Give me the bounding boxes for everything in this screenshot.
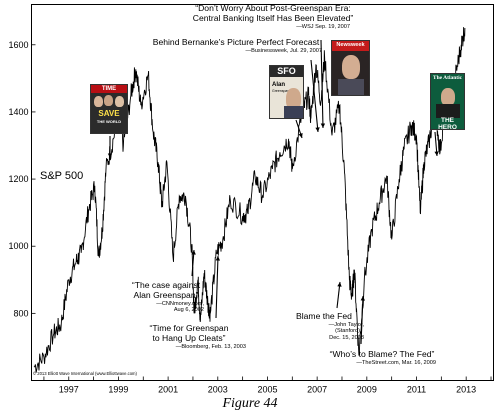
y-tick-label: 800 (13, 308, 28, 318)
time-cover: TIME SAVE THE WORLD (90, 84, 128, 134)
copyright-notice: © 2013 Elliott Wave International (www.E… (33, 371, 137, 376)
quote-taylor-affiliation: (Stanford) (335, 328, 360, 335)
newsweek-cover-masthead: Newsweek (332, 41, 369, 51)
quote-bloomberg-line1: “Time for Greenspan (149, 323, 229, 333)
x-tick-label: 1999 (108, 385, 128, 395)
y-axis: 800 1000 1200 1400 1600 (8, 40, 36, 318)
quote-taylor-source: —John Taylor, (328, 321, 364, 328)
atlantic-cover-headline: THE HERO (438, 117, 457, 130)
price-series (33, 27, 466, 373)
y-tick-label: 1600 (8, 40, 28, 50)
quote-businessweek: Behind Bernanke’s Picture Perfect Foreca… (136, 37, 336, 54)
arrow-cnnmoney (191, 249, 196, 277)
quote-businessweek-line1: Behind Bernanke’s Picture Perfect Foreca… (152, 37, 320, 47)
x-tick-label: 1997 (59, 385, 79, 395)
series-label: S&P 500 (40, 170, 83, 182)
quote-cnnmoney-source: —CNNmoney.com, (156, 300, 204, 307)
quote-cnnmoney-date: Aug 6, 2002 (173, 307, 204, 314)
quote-wsj-source: —WSJ Sep. 19, 2007 (296, 23, 350, 30)
time-cover-headline: SAVE (98, 109, 120, 118)
quote-wsj-line1: “Don’t Worry About Post-Greenspan Era: (195, 3, 351, 13)
sfo-cover: SFO Alan Greenspan (269, 65, 304, 119)
quote-taylor-date: Dec. 15, 2008 (329, 334, 364, 341)
y-tick-label: 1200 (8, 174, 28, 184)
quote-thestreet-line1: “Who’s to Blame? The Fed” (329, 349, 435, 359)
x-tick-label: 2001 (158, 385, 178, 395)
sp500-line (33, 27, 466, 373)
x-tick-label: 2013 (456, 385, 476, 395)
newsweek-cover: Newsweek (331, 40, 370, 96)
sfo-cover-headline: Alan (272, 82, 286, 88)
annotation-arrows (107, 39, 439, 345)
x-tick-label: 2003 (208, 385, 228, 395)
y-tick-label: 1400 (8, 107, 28, 117)
quote-thestreet: “Who’s to Blame? The Fed” —TheStreet.com… (322, 349, 442, 366)
quote-bloomberg: “Time for Greenspan to Hang Up Cleats” —… (128, 323, 250, 350)
arrow-taylor (336, 281, 342, 309)
quote-businessweek-source: —Businessweek, Jul. 29, 2007 (245, 47, 323, 54)
x-tick-label: 2007 (307, 385, 327, 395)
quote-bloomberg-source: —Bloomberg, Feb. 13, 2003 (175, 343, 246, 350)
atlantic-cover-masthead: The Atlantic (432, 75, 463, 81)
sfo-cover-sub: Greenspan (272, 89, 290, 93)
y-tick-label: 1000 (8, 241, 28, 251)
quote-taylor: Blame the Fed —John Taylor, (Stanford) D… (296, 311, 372, 341)
arrow-sfo-cover (295, 119, 303, 139)
arrow-atlantic (434, 131, 439, 157)
quote-wsj-line2: Central Banking Itself Has Been Elevated… (192, 12, 354, 23)
time-cover-masthead: TIME (91, 85, 127, 93)
arrow-thestreet (360, 295, 365, 345)
quote-cnnmoney-line1: “The case against (131, 280, 201, 290)
atlantic-cover: The Atlantic THE HERO (430, 73, 465, 130)
quote-taylor-line1: Blame the Fed (296, 311, 352, 321)
quote-wsj: “Don’t Worry About Post-Greenspan Era: C… (168, 3, 378, 30)
sfo-cover-masthead: SFO (270, 66, 303, 77)
plot-frame (31, 4, 494, 381)
figure-caption: Figure 44 (222, 396, 278, 411)
quote-thestreet-source: —TheStreet.com, Mar. 16, 2009 (356, 359, 436, 366)
arrow-businessweek (310, 59, 320, 133)
arrow-time-cover (107, 136, 113, 158)
quote-bloomberg-line2: to Hang Up Cleats” (152, 332, 226, 343)
x-tick-label: 2009 (357, 385, 377, 395)
quote-cnnmoney-line2: Alan Greenspan” (133, 289, 199, 300)
arrow-bloomberg (215, 255, 221, 319)
time-cover-sub: THE WORLD (96, 119, 122, 124)
x-tick-label: 2005 (257, 385, 277, 395)
arrow-wsj (320, 39, 326, 129)
quote-cnnmoney: “The case against Alan Greenspan” —CNNmo… (118, 280, 214, 314)
x-tick-label: 2011 (407, 385, 426, 395)
x-axis: 1997 1999 2001 2003 2005 2007 2009 2011 2013 (43, 376, 492, 395)
